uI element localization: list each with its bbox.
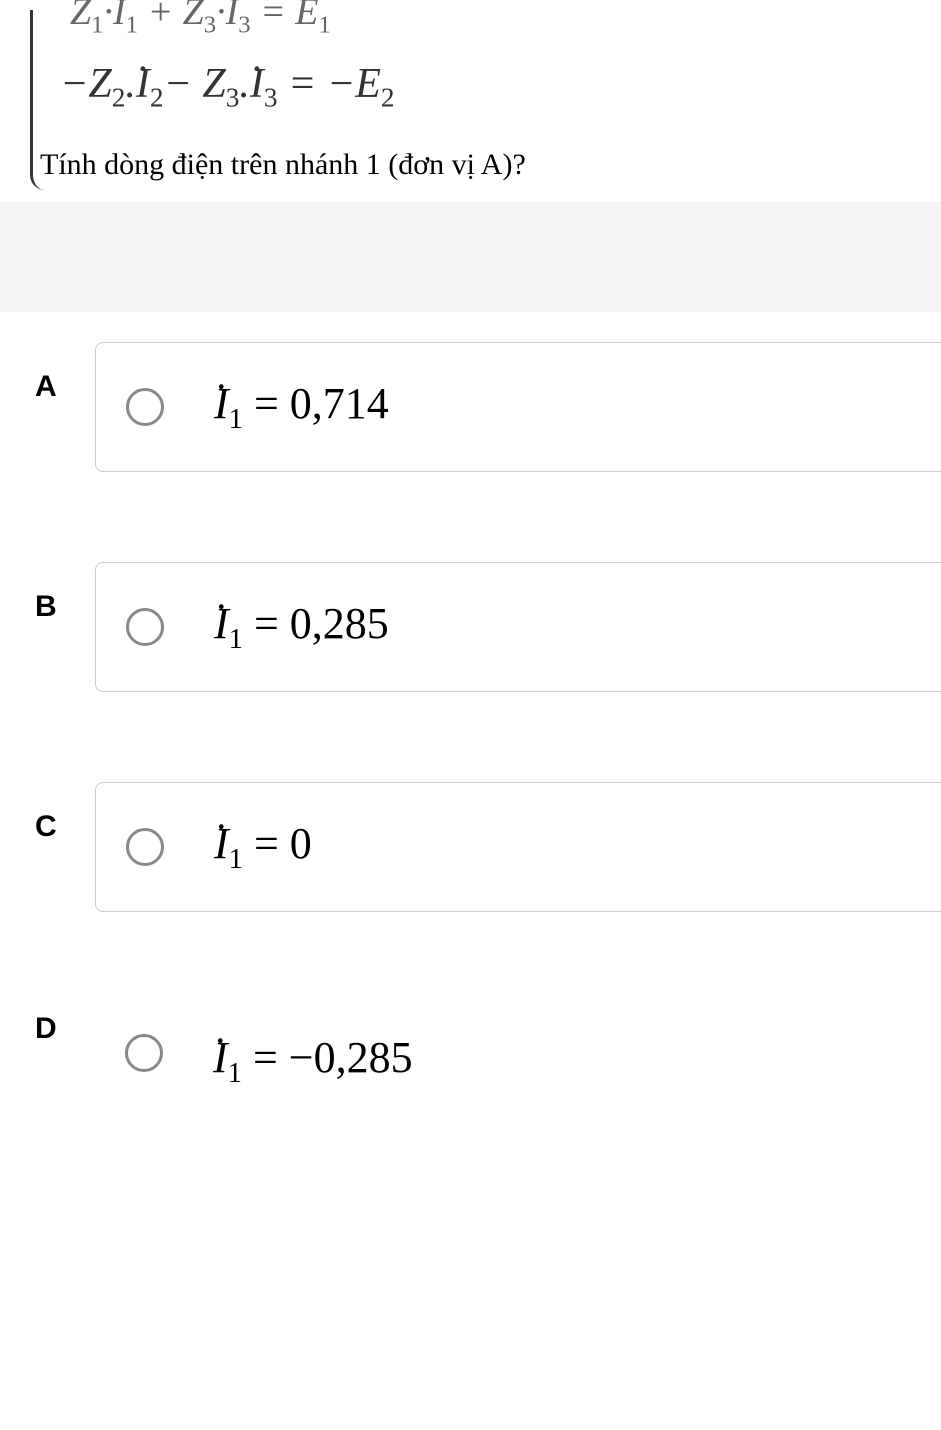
equation-bottom: −Z2.I2− Z3.I3 = −E2 (30, 60, 911, 113)
option-b-box[interactable]: I1 = 0,285 (95, 562, 941, 692)
section-spacer (0, 202, 941, 312)
option-d-letter: D (35, 1002, 95, 1046)
radio-icon[interactable] (125, 1034, 163, 1072)
option-c-letter: C (35, 782, 95, 844)
bracket-icon (30, 10, 60, 190)
option-b-letter: B (35, 562, 95, 624)
option-b-row: B I1 = 0,285 (0, 532, 941, 722)
radio-icon[interactable] (126, 388, 164, 426)
option-d-formula: I1 = −0,285 (213, 1032, 413, 1090)
option-d-box[interactable]: I1 = −0,285 (95, 1002, 941, 1115)
option-c-box[interactable]: I1 = 0 (95, 782, 941, 912)
options-container: A I1 = 0,714 B I1 = 0,285 C I1 = 0 D (0, 312, 941, 1145)
question-text: Tính dòng điện trên nhánh 1 (đơn vị A)? (30, 148, 911, 182)
option-a-letter: A (35, 342, 95, 404)
option-a-box[interactable]: I1 = 0,714 (95, 342, 941, 472)
question-section: Z1·I1 + Z3·I3 = E1 −Z2.I2− Z3.I3 = −E2 T… (0, 0, 941, 202)
radio-icon[interactable] (126, 608, 164, 646)
option-c-formula: I1 = 0 (214, 818, 312, 876)
option-c-row: C I1 = 0 (0, 752, 941, 942)
option-a-formula: I1 = 0,714 (214, 378, 389, 436)
option-d-row: D I1 = −0,285 (0, 972, 941, 1145)
option-a-row: A I1 = 0,714 (0, 312, 941, 502)
radio-icon[interactable] (126, 828, 164, 866)
option-b-formula: I1 = 0,285 (214, 598, 389, 656)
equation-top-partial: Z1·I1 + Z3·I3 = E1 (30, 0, 911, 40)
